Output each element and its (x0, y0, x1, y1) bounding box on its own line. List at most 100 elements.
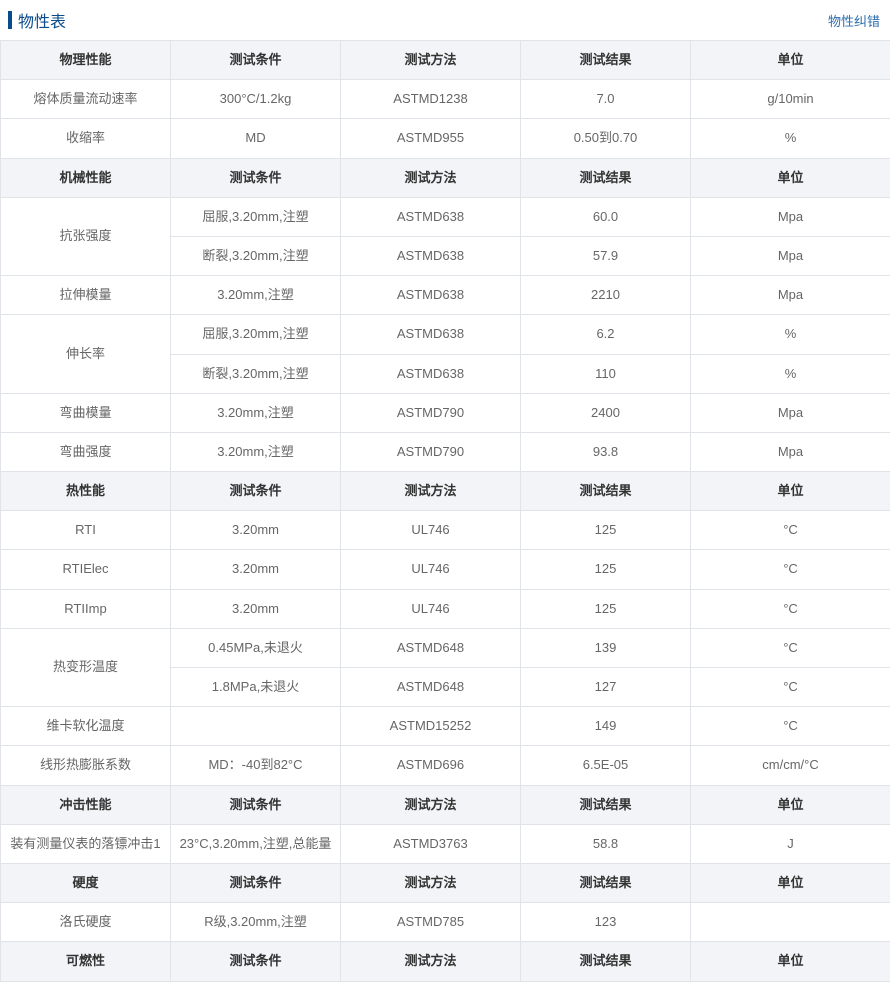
test-method: ASTMD696 (341, 746, 521, 785)
unit: °C (691, 668, 890, 707)
test-condition: 3.20mm,注塑 (171, 393, 341, 432)
col-header-method: 测试方法 (341, 158, 521, 197)
section-name: 热性能 (1, 472, 171, 511)
property-name: 洛氏硬度 (1, 903, 171, 942)
test-result: 58.8 (521, 824, 691, 863)
table-row: 装有测量仪表的落镖冲击123°C,3.20mm,注塑,总能量ASTMD37635… (1, 824, 890, 863)
title-accent-bar (8, 11, 12, 29)
test-result: 125 (521, 589, 691, 628)
table-row: 伸长率屈服,3.20mm,注塑ASTMD6386.2% (1, 315, 890, 354)
table-row: 收缩率MDASTMD9550.50到0.70% (1, 119, 890, 158)
property-name: RTIImp (1, 589, 171, 628)
col-header-result: 测试结果 (521, 785, 691, 824)
test-result: 125 (521, 550, 691, 589)
test-method: ASTMD785 (341, 903, 521, 942)
table-row: 拉伸模量3.20mm,注塑ASTMD6382210Mpa (1, 276, 890, 315)
correction-link[interactable]: 物性纠错 (828, 11, 880, 30)
test-condition: 300°C/1.2kg (171, 80, 341, 119)
table-row: 线形热膨胀系数MD：-40到82°CASTMD6966.5E-05cm/cm/°… (1, 746, 890, 785)
col-header-condition: 测试条件 (171, 785, 341, 824)
section-name: 硬度 (1, 863, 171, 902)
test-condition: 3.20mm,注塑 (171, 432, 341, 471)
col-header-condition: 测试条件 (171, 942, 341, 981)
header: 物性表 物性纠错 (0, 0, 890, 40)
test-result: 93.8 (521, 432, 691, 471)
table-row: 弯曲强度3.20mm,注塑ASTMD79093.8Mpa (1, 432, 890, 471)
col-header-unit: 单位 (691, 942, 890, 981)
test-condition: MD：-40到82°C (171, 746, 341, 785)
test-condition (171, 707, 341, 746)
test-result: 0.50到0.70 (521, 119, 691, 158)
property-name: 伸长率 (1, 315, 171, 393)
table-row: RTIElec3.20mmUL746125°C (1, 550, 890, 589)
property-name: 装有测量仪表的落镖冲击1 (1, 824, 171, 863)
test-method: ASTMD638 (341, 197, 521, 236)
col-header-method: 测试方法 (341, 472, 521, 511)
section-header-row: 冲击性能测试条件测试方法测试结果单位 (1, 785, 890, 824)
test-result: 7.0 (521, 80, 691, 119)
test-method: ASTMD648 (341, 668, 521, 707)
col-header-unit: 单位 (691, 472, 890, 511)
page-title: 物性表 (18, 8, 66, 32)
unit: °C (691, 550, 890, 589)
property-name: RTIElec (1, 550, 171, 589)
unit: °C (691, 628, 890, 667)
unit: Mpa (691, 197, 890, 236)
test-result: 2400 (521, 393, 691, 432)
test-result: 57.9 (521, 236, 691, 275)
unit: % (691, 354, 890, 393)
unit: Mpa (691, 393, 890, 432)
test-condition: R级,3.20mm,注塑 (171, 903, 341, 942)
section-header-row: 物理性能测试条件测试方法测试结果单位 (1, 41, 890, 80)
col-header-result: 测试结果 (521, 158, 691, 197)
test-method: ASTMD15252 (341, 707, 521, 746)
col-header-unit: 单位 (691, 41, 890, 80)
property-name: 抗张强度 (1, 197, 171, 275)
table-row: RTI3.20mmUL746125°C (1, 511, 890, 550)
col-header-result: 测试结果 (521, 942, 691, 981)
test-method: ASTMD955 (341, 119, 521, 158)
col-header-unit: 单位 (691, 158, 890, 197)
test-method: UL746 (341, 589, 521, 628)
col-header-method: 测试方法 (341, 942, 521, 981)
col-header-unit: 单位 (691, 785, 890, 824)
property-name: 弯曲强度 (1, 432, 171, 471)
table-row: 洛氏硬度R级,3.20mm,注塑ASTMD785123 (1, 903, 890, 942)
col-header-result: 测试结果 (521, 41, 691, 80)
unit: Mpa (691, 276, 890, 315)
test-result: 6.5E-05 (521, 746, 691, 785)
property-name: 热变形温度 (1, 628, 171, 706)
table-row: 热变形温度0.45MPa,未退火ASTMD648139°C (1, 628, 890, 667)
table-row: 弯曲模量3.20mm,注塑ASTMD7902400Mpa (1, 393, 890, 432)
test-result: 127 (521, 668, 691, 707)
test-method: UL746 (341, 550, 521, 589)
test-condition: MD (171, 119, 341, 158)
test-condition: 3.20mm,注塑 (171, 276, 341, 315)
test-condition: 23°C,3.20mm,注塑,总能量 (171, 824, 341, 863)
section-header-row: 热性能测试条件测试方法测试结果单位 (1, 472, 890, 511)
property-name: 线形热膨胀系数 (1, 746, 171, 785)
test-condition: 断裂,3.20mm,注塑 (171, 236, 341, 275)
test-method: ASTMD638 (341, 276, 521, 315)
test-method: ASTMD638 (341, 236, 521, 275)
col-header-method: 测试方法 (341, 863, 521, 902)
test-result: 123 (521, 903, 691, 942)
property-name: 熔体质量流动速率 (1, 80, 171, 119)
table-row: 熔体质量流动速率300°C/1.2kgASTMD12387.0g/10min (1, 80, 890, 119)
test-result: 2210 (521, 276, 691, 315)
title-wrap: 物性表 (8, 8, 66, 32)
property-name: 收缩率 (1, 119, 171, 158)
property-name: 弯曲模量 (1, 393, 171, 432)
test-result: 6.2 (521, 315, 691, 354)
section-name: 冲击性能 (1, 785, 171, 824)
test-result: 125 (521, 511, 691, 550)
unit: Mpa (691, 432, 890, 471)
unit: °C (691, 511, 890, 550)
property-name: RTI (1, 511, 171, 550)
table-row: RTIImp3.20mmUL746125°C (1, 589, 890, 628)
col-header-unit: 单位 (691, 863, 890, 902)
test-method: ASTMD638 (341, 354, 521, 393)
col-header-condition: 测试条件 (171, 863, 341, 902)
test-condition: 3.20mm (171, 589, 341, 628)
test-result: 110 (521, 354, 691, 393)
